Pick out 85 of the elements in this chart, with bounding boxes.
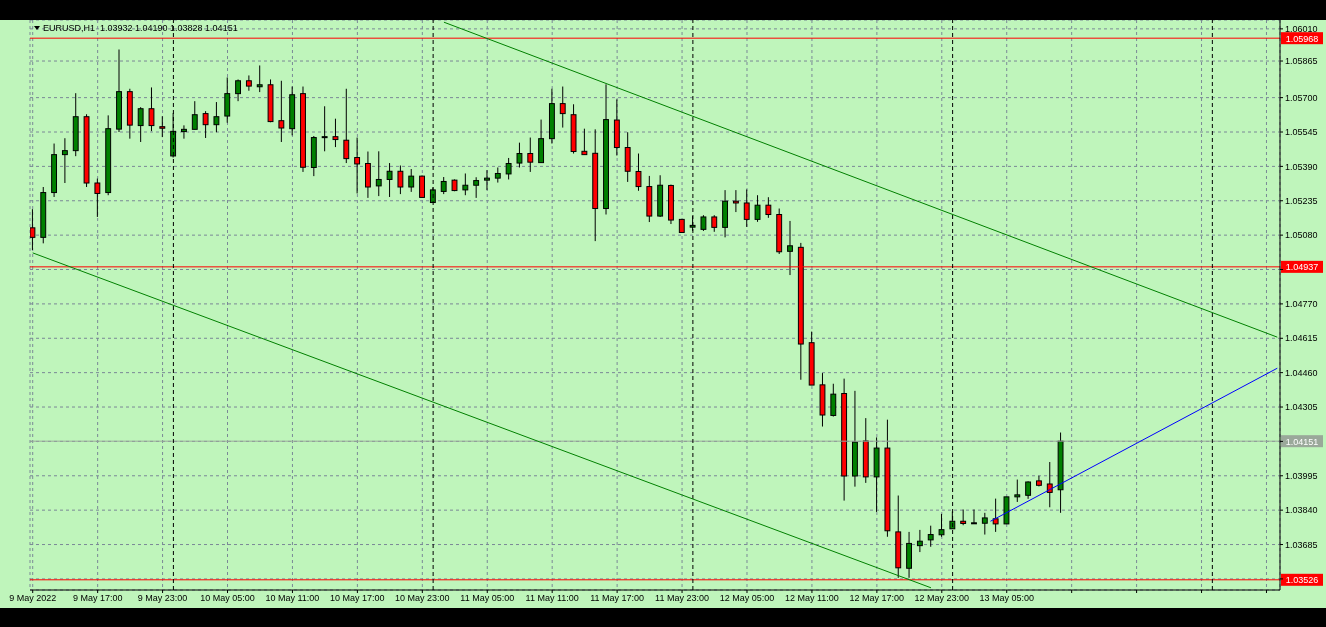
candlestick bbox=[148, 86, 155, 132]
x-tick-label: 9 May 17:00 bbox=[72, 593, 123, 604]
x-tick-label: 9 May 23:00 bbox=[137, 593, 188, 604]
candlestick bbox=[624, 131, 631, 183]
candlestick bbox=[235, 78, 241, 102]
y-tick-label: 1.05700 bbox=[1285, 92, 1318, 103]
y-tick-label: 1.03995 bbox=[1285, 470, 1318, 481]
candlestick bbox=[256, 64, 263, 93]
x-tick-label: 11 May 17:00 bbox=[590, 593, 645, 604]
x-tick-label: 10 May 23:00 bbox=[395, 593, 450, 604]
candlestick bbox=[419, 174, 425, 198]
x-tick-label: 12 May 23:00 bbox=[914, 593, 970, 604]
x-tick-label: 11 May 05:00 bbox=[460, 593, 515, 604]
candlestick bbox=[278, 80, 285, 143]
y-tick-label: 1.05235 bbox=[1285, 195, 1318, 206]
x-tick-label: 12 May 11:00 bbox=[784, 593, 839, 604]
candlestick bbox=[30, 208, 36, 251]
candlestick bbox=[484, 169, 490, 191]
candlestick bbox=[1046, 461, 1053, 508]
y-tick-label: 1.05865 bbox=[1285, 56, 1318, 67]
candlestick bbox=[505, 157, 512, 180]
candlestick bbox=[354, 137, 361, 194]
candlestick bbox=[635, 153, 642, 192]
x-tick-label: 12 May 05:00 bbox=[719, 593, 775, 604]
ref-line-label: 1.03526 bbox=[1285, 575, 1319, 586]
y-tick-label: 1.03840 bbox=[1285, 505, 1318, 516]
candlestick bbox=[581, 128, 588, 156]
x-tick-label: 9 May 2022 bbox=[9, 593, 57, 604]
y-tick-label: 1.06010 bbox=[1285, 24, 1318, 35]
candlestick bbox=[830, 383, 837, 418]
candlestick bbox=[732, 189, 739, 213]
x-tick-label: 11 May 23:00 bbox=[655, 593, 709, 604]
candlestick bbox=[343, 88, 350, 164]
candlestick bbox=[559, 86, 566, 129]
candlestick bbox=[321, 105, 328, 152]
candlestick bbox=[992, 498, 999, 533]
y-tick-label: 1.04615 bbox=[1285, 333, 1318, 344]
candlestick bbox=[386, 162, 393, 198]
y-tick-label: 1.05390 bbox=[1285, 161, 1318, 172]
candlestick bbox=[408, 168, 415, 193]
candlestick bbox=[137, 106, 144, 143]
x-tick-label: 13 May 05:00 bbox=[979, 593, 1035, 604]
candlestick bbox=[516, 142, 523, 168]
y-tick-label: 1.04305 bbox=[1285, 402, 1318, 413]
candlestick bbox=[1014, 479, 1021, 503]
candlestick bbox=[981, 512, 988, 536]
candlestick bbox=[375, 150, 382, 197]
candlestick bbox=[765, 196, 772, 219]
candlestick bbox=[938, 513, 945, 538]
candlestick bbox=[527, 137, 534, 173]
candlestick bbox=[462, 172, 469, 196]
y-tick-label: 1.05080 bbox=[1285, 230, 1318, 241]
candlestick bbox=[94, 178, 101, 218]
ref-line-label: 1.04151 bbox=[1285, 436, 1319, 447]
candlestick bbox=[202, 110, 209, 139]
candlestick bbox=[971, 508, 977, 525]
candlestick bbox=[473, 176, 480, 199]
y-tick-label: 1.05545 bbox=[1285, 127, 1318, 138]
candlestick bbox=[332, 118, 339, 148]
y-tick-label: 1.03685 bbox=[1285, 539, 1318, 550]
chart-title: EURUSD,H1 1.03932 1.04190 1.03828 1.04151 bbox=[43, 23, 238, 33]
candlestick bbox=[213, 101, 220, 133]
candlestick bbox=[159, 115, 166, 138]
ref-line-label: 1.04937 bbox=[1285, 262, 1319, 273]
candlestick bbox=[61, 137, 68, 184]
x-tick-label: 11 May 11:00 bbox=[525, 593, 579, 604]
y-tick-label: 1.04770 bbox=[1285, 299, 1318, 310]
x-tick-label: 10 May 11:00 bbox=[265, 593, 320, 604]
candlestick bbox=[191, 100, 198, 130]
candlestick bbox=[743, 188, 750, 228]
candlestick bbox=[916, 529, 923, 553]
candlestick bbox=[224, 76, 231, 124]
candlestick bbox=[538, 119, 545, 164]
candlestick bbox=[397, 164, 404, 195]
candlestick bbox=[927, 525, 934, 548]
x-tick-label: 12 May 17:00 bbox=[849, 593, 905, 604]
candlestick bbox=[245, 74, 252, 92]
x-tick-label: 10 May 05:00 bbox=[200, 593, 255, 604]
candlestick bbox=[181, 124, 187, 140]
y-tick-label: 1.04460 bbox=[1285, 367, 1318, 378]
ref-line-label: 1.05968 bbox=[1285, 33, 1319, 44]
candlestick bbox=[754, 194, 761, 223]
x-tick-label: 10 May 17:00 bbox=[330, 593, 385, 604]
candlestick bbox=[787, 220, 793, 276]
candlestick bbox=[365, 151, 371, 199]
